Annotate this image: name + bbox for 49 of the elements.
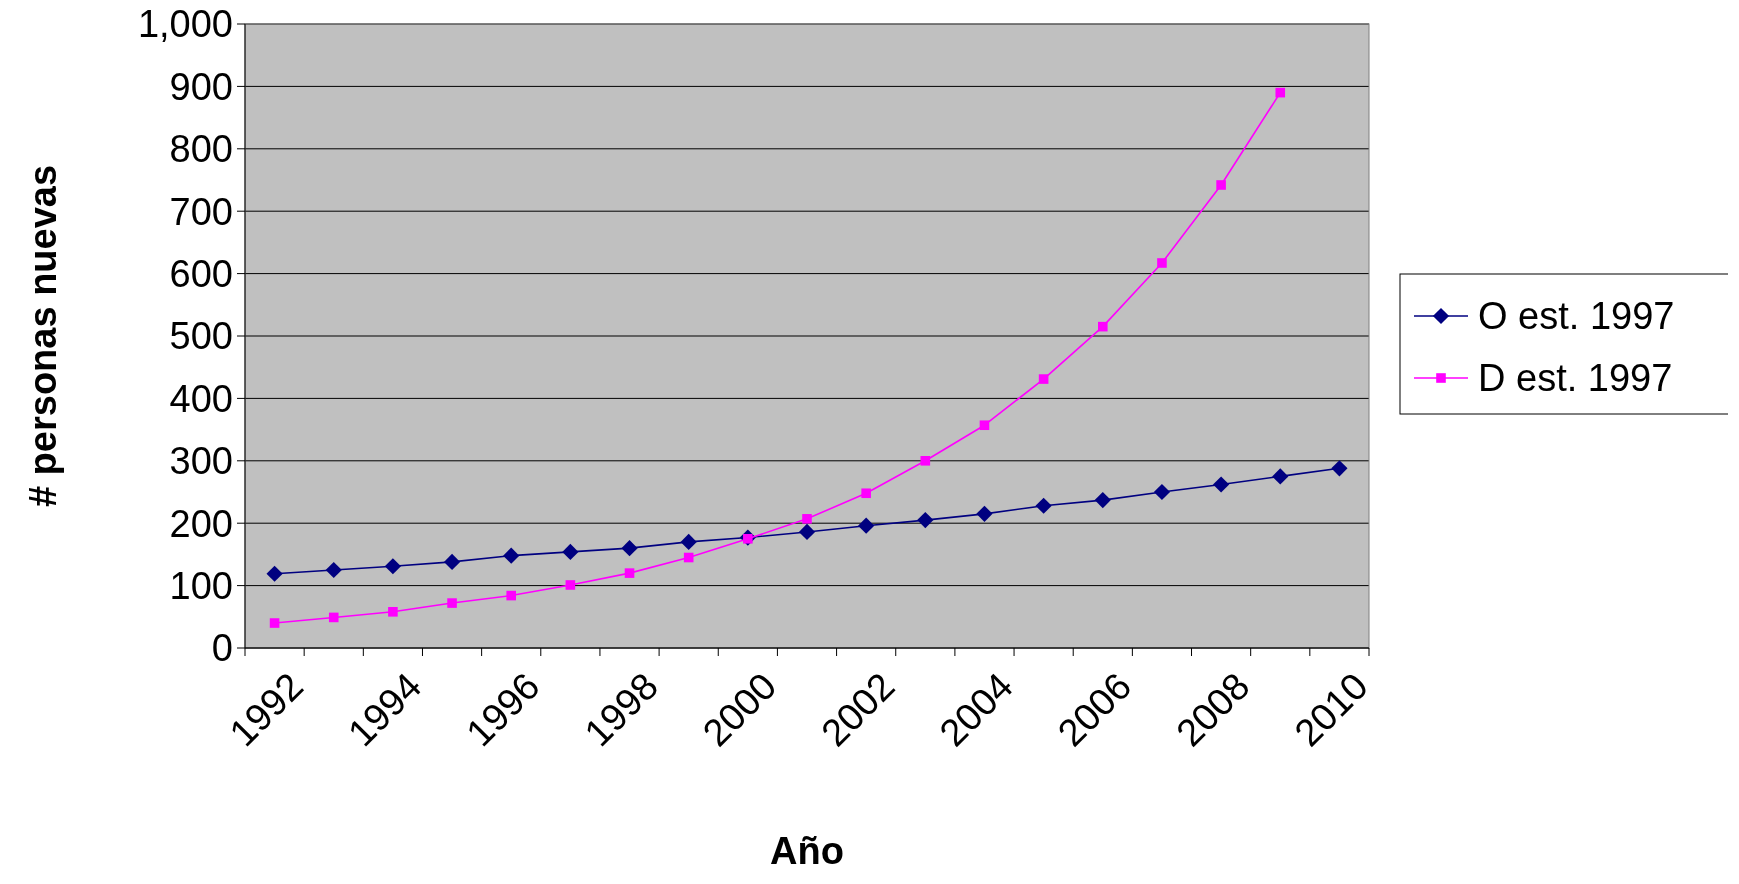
point	[1216, 180, 1226, 190]
y-tick-label: 500	[169, 315, 233, 358]
y-tick-label: 700	[169, 190, 233, 233]
point	[680, 533, 697, 551]
y-tick-label: 200	[169, 502, 233, 545]
point	[621, 540, 638, 557]
point	[798, 523, 816, 541]
point	[384, 558, 401, 575]
y-tick-label: 600	[169, 252, 233, 295]
y-tick-label: 900	[169, 65, 233, 108]
y-tick-label: 800	[169, 128, 233, 171]
point	[388, 607, 398, 617]
point	[1157, 258, 1167, 268]
y-axis-title: # personas nuevas	[22, 164, 64, 508]
y-tick-label: 300	[169, 440, 233, 483]
point	[447, 598, 457, 608]
point	[858, 517, 875, 534]
point	[565, 580, 576, 590]
point	[443, 553, 461, 570]
point	[979, 420, 990, 431]
point	[624, 568, 635, 578]
point	[325, 561, 342, 579]
point	[1035, 497, 1052, 514]
y-tick-label: 400	[169, 377, 233, 420]
point	[920, 456, 931, 466]
point	[976, 505, 993, 522]
point	[562, 543, 579, 560]
legend-label: D est. 1997	[1478, 357, 1673, 400]
point	[1331, 460, 1348, 477]
point	[1213, 476, 1230, 493]
point	[1275, 87, 1286, 98]
point	[1097, 321, 1108, 332]
point	[328, 612, 339, 623]
point	[917, 511, 934, 529]
point	[1094, 492, 1111, 509]
point	[861, 488, 871, 499]
point	[1153, 483, 1171, 501]
y-tick-label: 1,000	[137, 3, 233, 46]
point	[266, 565, 283, 582]
point	[802, 514, 812, 524]
point	[503, 547, 520, 564]
x-axis-title: Año	[770, 830, 844, 872]
y-tick-label: 100	[169, 564, 233, 607]
point	[269, 618, 280, 628]
point	[1272, 468, 1289, 485]
point	[1038, 374, 1049, 384]
legend-label: O est. 1997	[1478, 295, 1675, 338]
y-tick-label: 0	[211, 627, 233, 670]
point	[506, 590, 517, 601]
